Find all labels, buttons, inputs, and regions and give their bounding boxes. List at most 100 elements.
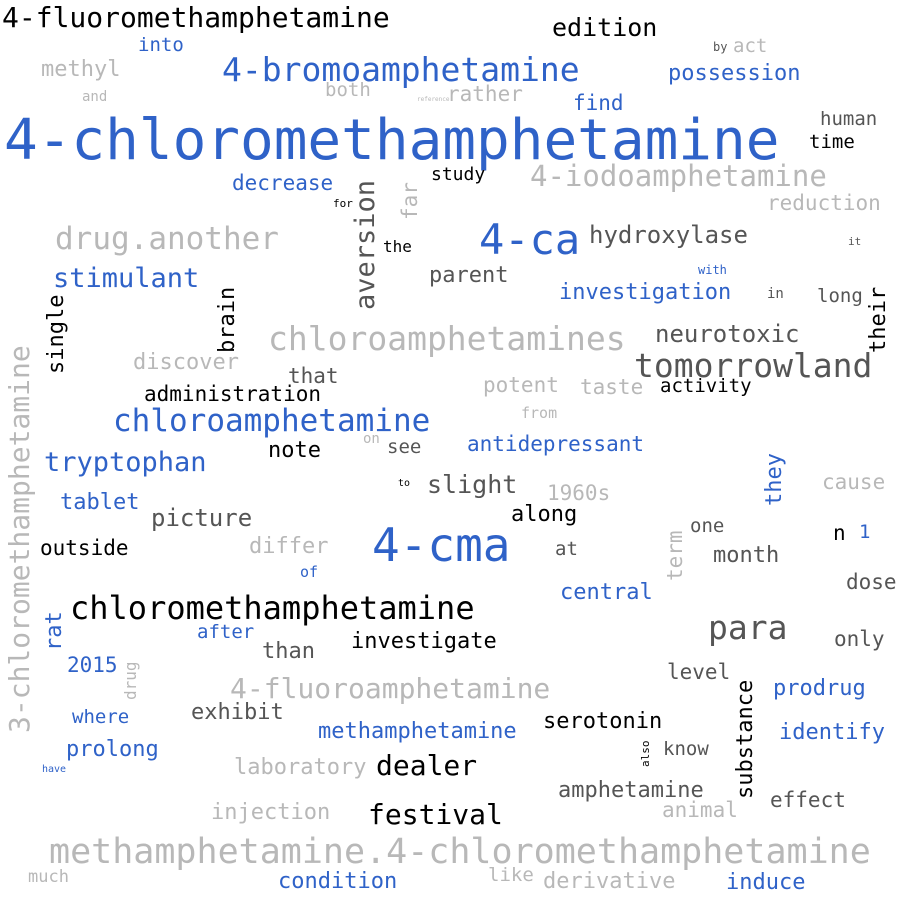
- cloud-word: administration: [144, 382, 322, 406]
- cloud-word: prolong: [66, 737, 159, 762]
- cloud-word: identify: [779, 720, 885, 745]
- cloud-word: stimulant: [53, 263, 200, 294]
- cloud-word: n: [833, 521, 846, 545]
- cloud-word: animal: [662, 798, 738, 822]
- cloud-word: possession: [668, 61, 801, 86]
- cloud-word: much: [28, 867, 69, 887]
- cloud-word: tomorrowland: [634, 346, 873, 385]
- cloud-word: only: [834, 627, 885, 651]
- cloud-word: decrease: [232, 171, 334, 195]
- cloud-word: cause: [822, 470, 886, 494]
- cloud-word: of: [300, 563, 319, 581]
- cloud-word: para: [708, 608, 788, 647]
- cloud-word: investigate: [351, 629, 497, 654]
- cloud-word: 4-cma: [372, 518, 511, 572]
- cloud-word: investigation: [559, 280, 732, 305]
- cloud-word: differ: [249, 534, 329, 559]
- cloud-word: methamphetamine: [318, 719, 517, 744]
- cloud-word: discover: [133, 350, 239, 375]
- cloud-word: know: [663, 738, 709, 760]
- cloud-word: chloromethamphetamine: [70, 589, 475, 627]
- cloud-word: injection: [211, 800, 331, 825]
- cloud-word: human: [820, 108, 878, 130]
- cloud-word: than: [262, 639, 315, 664]
- cloud-word: tablet: [60, 490, 140, 515]
- cloud-word: methamphetamine.4-chloromethamphetamine: [49, 832, 871, 872]
- cloud-word: 4-bromoamphetamine: [222, 50, 580, 89]
- cloud-word: act: [733, 35, 768, 57]
- cloud-word: methyl: [41, 57, 121, 82]
- cloud-word: neurotoxic: [655, 320, 800, 348]
- cloud-word: drug: [121, 661, 140, 700]
- cloud-word: laboratory: [234, 755, 367, 780]
- cloud-word: from: [521, 404, 558, 422]
- cloud-word: along: [511, 502, 578, 527]
- cloud-word: study: [431, 164, 486, 185]
- cloud-word: 4-chloromethamphetamine: [4, 108, 780, 173]
- cloud-word: 2015: [67, 653, 118, 677]
- cloud-word: dose: [846, 570, 897, 594]
- cloud-word: see: [387, 436, 422, 458]
- cloud-word: single: [44, 294, 69, 374]
- cloud-word: prodrug: [773, 676, 866, 701]
- cloud-word: effect: [770, 788, 846, 812]
- cloud-word: taste: [580, 375, 644, 399]
- cloud-word: 4-ca: [479, 215, 581, 264]
- cloud-word: for: [333, 197, 353, 210]
- cloud-word: 4-fluoroamphetamine: [230, 672, 551, 705]
- cloud-word: both: [325, 79, 371, 101]
- cloud-word: antidepressant: [467, 432, 645, 456]
- cloud-word: edition: [552, 13, 658, 42]
- cloud-word: after: [197, 621, 255, 643]
- cloud-word: at: [555, 538, 578, 560]
- cloud-word: like: [488, 864, 534, 886]
- cloud-word: rat: [42, 611, 67, 651]
- cloud-word: far: [398, 182, 422, 220]
- cloud-word: reduction: [767, 191, 881, 215]
- cloud-word: note: [268, 438, 321, 463]
- cloud-word: their: [866, 286, 891, 353]
- cloud-word: they: [762, 453, 787, 506]
- cloud-word: find: [573, 91, 624, 115]
- cloud-word: have: [42, 764, 67, 775]
- cloud-word: with: [698, 263, 727, 277]
- cloud-word: one: [690, 515, 725, 537]
- cloud-word: level: [667, 660, 731, 684]
- cloud-word: on: [363, 431, 380, 447]
- cloud-word: reference: [417, 96, 450, 103]
- cloud-word: amphetamine: [558, 778, 704, 803]
- cloud-word: 1960s: [547, 481, 611, 505]
- cloud-word: tryptophan: [44, 447, 207, 478]
- cloud-word: 3-chloromethamphetamine: [3, 345, 36, 733]
- cloud-word: to: [398, 478, 411, 489]
- cloud-word: activity: [660, 375, 752, 397]
- cloud-word: by: [713, 40, 728, 54]
- cloud-word: outside: [40, 536, 129, 560]
- cloud-word: condition: [278, 869, 398, 894]
- cloud-word: in: [767, 286, 784, 302]
- cloud-word: that: [288, 364, 339, 388]
- cloud-word: picture: [151, 504, 253, 532]
- cloud-word: where: [72, 706, 130, 728]
- cloud-word: month: [713, 543, 780, 568]
- cloud-word: term: [663, 530, 687, 581]
- cloud-word: drug.another: [55, 221, 279, 257]
- cloud-word: parent: [429, 263, 509, 288]
- cloud-word: chloroamphetamine: [113, 403, 431, 439]
- cloud-word: long: [817, 285, 863, 307]
- cloud-word: into: [138, 34, 184, 56]
- cloud-word: central: [560, 580, 653, 605]
- cloud-word: substance: [733, 679, 758, 799]
- cloud-word: slight: [427, 470, 518, 499]
- cloud-word: brain: [215, 286, 240, 353]
- cloud-word: serotonin: [543, 709, 663, 734]
- cloud-word: 4-fluoromethamphetamine: [2, 1, 390, 34]
- cloud-word: aversion: [350, 179, 381, 310]
- cloud-word: time: [809, 131, 855, 153]
- cloud-word: derivative: [543, 869, 676, 894]
- cloud-word: festival: [368, 798, 503, 831]
- cloud-word: chloroamphetamines: [268, 319, 626, 358]
- cloud-word: 1: [859, 521, 871, 543]
- cloud-word: it: [848, 235, 862, 248]
